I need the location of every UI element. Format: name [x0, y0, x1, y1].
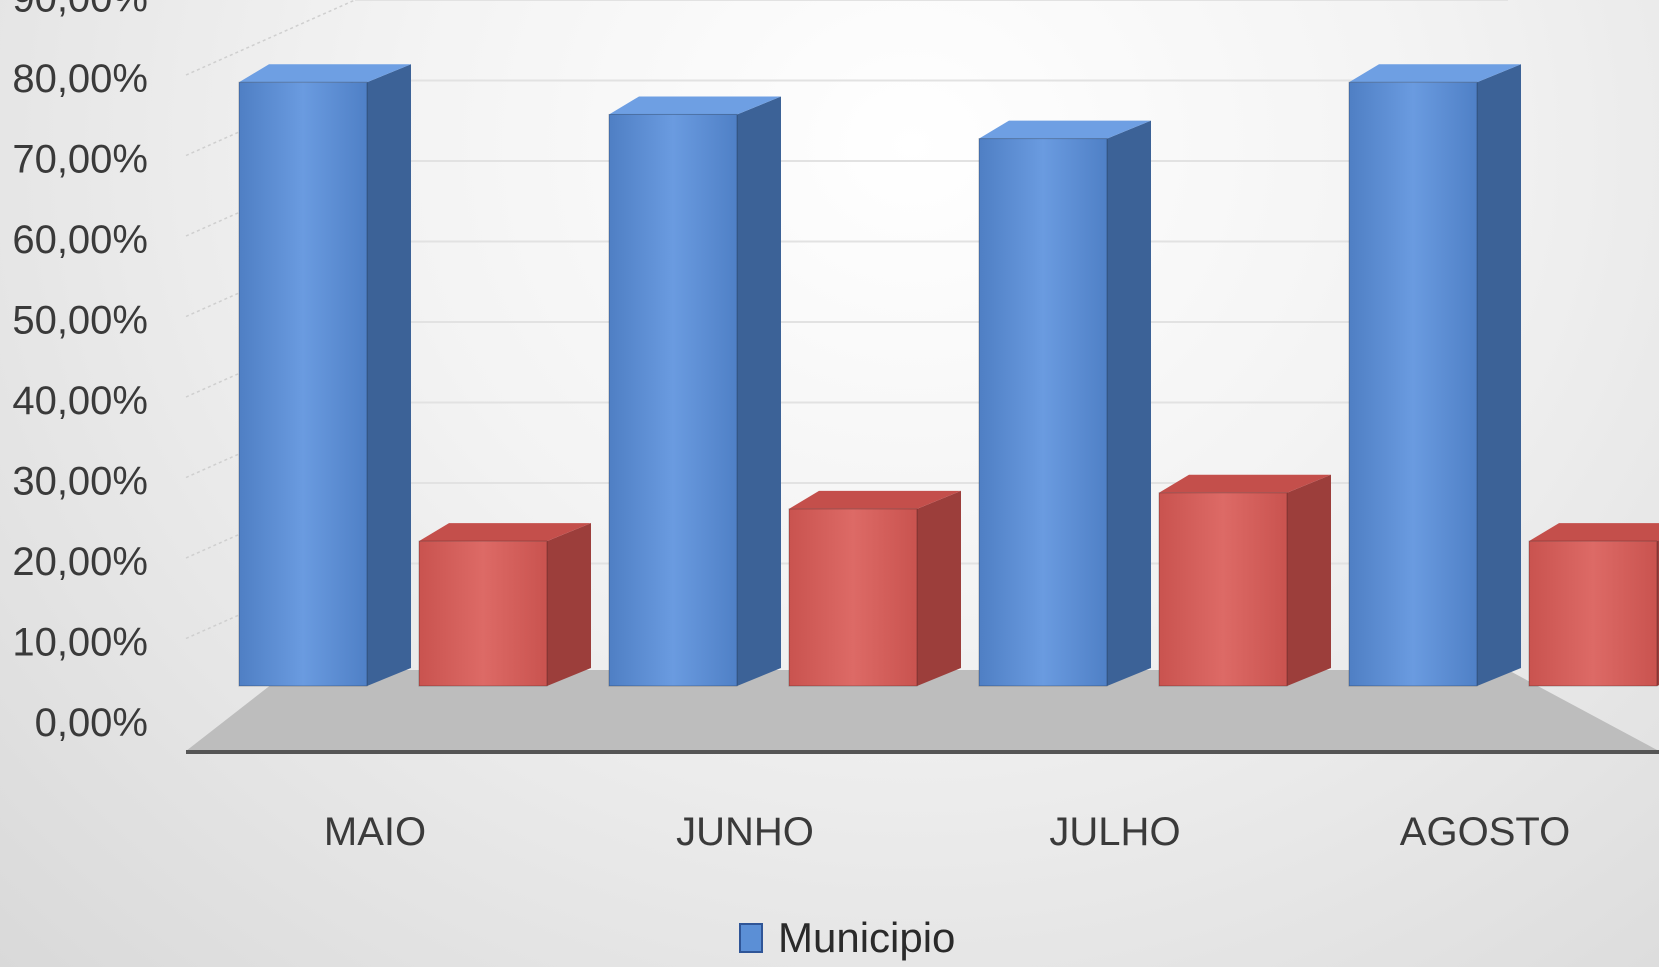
- bar-junho-series-2-top: [789, 490, 961, 509]
- bar-agosto-series-2-top: [1529, 523, 1659, 542]
- y-tick-label: 80,00%: [12, 57, 148, 101]
- bar-maio-series-2: [418, 523, 591, 687]
- y-tick-label: 50,00%: [12, 299, 148, 343]
- bar-junho-series-1-top: [609, 96, 781, 115]
- bar-julho-series-1: [978, 120, 1151, 687]
- bar-junho-series-2-front: [788, 508, 918, 687]
- chart-floor: [186, 670, 1659, 754]
- bar-agosto-series-1-top: [1349, 64, 1521, 83]
- bar-maio-series-2-front: [418, 540, 548, 687]
- x-category-label: JULHO: [1049, 810, 1180, 854]
- bar-maio-series-1-side: [367, 64, 411, 686]
- y-tick-label: 0,00%: [35, 701, 148, 745]
- y-tick-label: 30,00%: [12, 460, 148, 504]
- bar-julho-series-2-front: [1158, 492, 1288, 687]
- floor-plane: [186, 670, 1659, 751]
- y-tick-label: 90,00%: [12, 0, 148, 21]
- y-tick-label: 70,00%: [12, 138, 148, 182]
- legend: Municipio: [739, 914, 955, 961]
- bar-maio-series-2-top: [419, 523, 591, 542]
- x-category-label: JUNHO: [676, 810, 814, 854]
- bar-agosto-series-2: [1528, 523, 1659, 687]
- bar-junho-series-2-side: [917, 490, 961, 686]
- bar-junho-series-1: [608, 96, 781, 687]
- x-axis-labels: MAIO JUNHO JULHO AGOSTO: [324, 810, 1570, 854]
- bar-agosto-series-1: [1348, 64, 1521, 687]
- legend-label: Municipio: [778, 914, 955, 961]
- y-axis-ticks: 0,00% 10,00% 20,00% 30,00% 40,00% 50,00% 60,00…: [12, 0, 148, 745]
- bar-julho-series-2-top: [1159, 474, 1331, 493]
- bar-julho-series-1-side: [1107, 120, 1151, 687]
- y-tick-label: 20,00%: [12, 540, 148, 584]
- gridline-side: [185, 0, 356, 76]
- x-category-label: AGOSTO: [1400, 810, 1570, 854]
- bar-maio-series-2-side: [547, 523, 591, 686]
- bar-julho-series-2: [1158, 474, 1331, 687]
- bars: [238, 64, 1659, 687]
- bar-junho-series-2: [788, 490, 961, 687]
- bar-julho-series-1-top: [979, 120, 1151, 139]
- bar-junho-series-1-side: [737, 96, 781, 686]
- bar-julho-series-1-front: [978, 138, 1108, 687]
- bar-julho-series-2-side: [1287, 474, 1331, 686]
- x-category-label: MAIO: [324, 810, 426, 854]
- bar-agosto-series-1-side: [1477, 64, 1521, 686]
- bar-maio-series-1-front: [238, 81, 368, 687]
- bar-agosto-series-1-front: [1348, 81, 1478, 687]
- y-tick-label: 60,00%: [12, 218, 148, 262]
- y-tick-label: 10,00%: [12, 621, 148, 665]
- bar-junho-series-1-front: [608, 113, 738, 687]
- bar-agosto-series-2-front: [1528, 540, 1658, 687]
- y-tick-label: 40,00%: [12, 379, 148, 423]
- bar-maio-series-1: [238, 64, 411, 687]
- legend-swatch: [739, 923, 763, 953]
- bar-maio-series-1-top: [239, 64, 411, 83]
